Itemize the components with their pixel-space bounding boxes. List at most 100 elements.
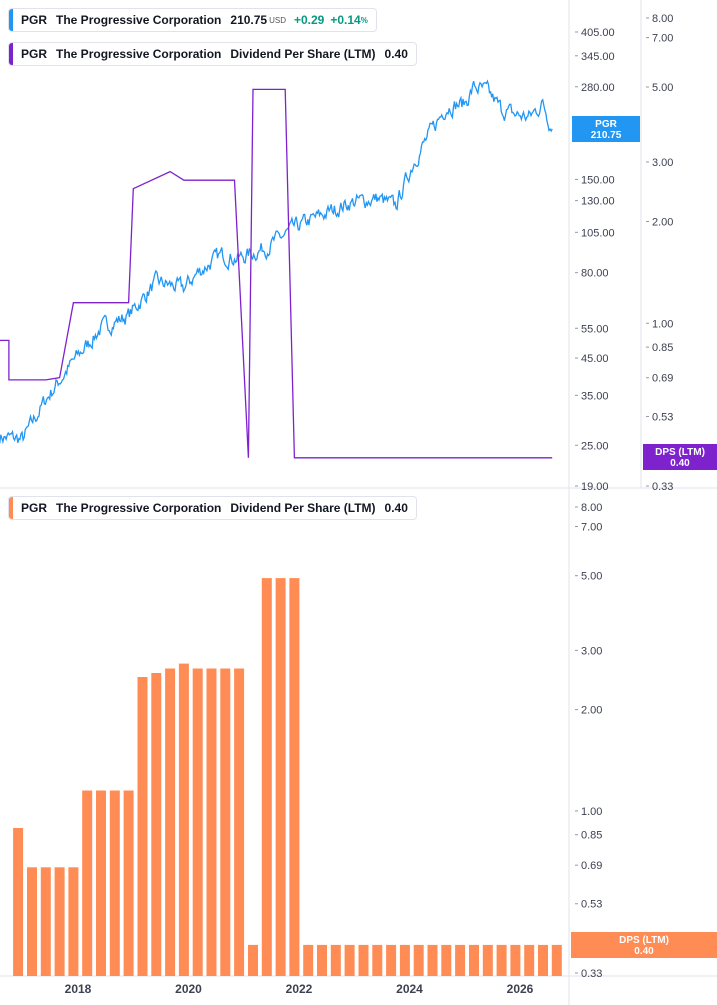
price-legend-swatch bbox=[9, 9, 13, 31]
dps-bar-tag bbox=[571, 932, 717, 958]
price-tag-label: PGR bbox=[595, 119, 617, 130]
price-axis-tick: 35.00 bbox=[581, 390, 609, 402]
dps-bars-layer bbox=[13, 578, 562, 976]
dps-bar bbox=[40, 867, 51, 976]
bar-axis-tick: 3.00 bbox=[581, 645, 602, 657]
bar-axis-tick: 5.00 bbox=[581, 571, 602, 583]
price-tag-value: 210.75 bbox=[591, 130, 622, 141]
dps-line-legend-swatch bbox=[9, 43, 13, 65]
dps-line-layer bbox=[0, 88, 553, 459]
price-legend[interactable]: PGR The Progressive Corporation 210.75 U… bbox=[8, 8, 377, 32]
dps-bar-legend-metric: Dividend Per Share (LTM) bbox=[230, 501, 376, 515]
dps-bar bbox=[344, 944, 355, 976]
dps-bar-legend-value: 0.40 bbox=[384, 501, 408, 515]
dps-bar-legend-swatch bbox=[9, 497, 13, 519]
dps-bar-tag-label: DPS (LTM) bbox=[619, 935, 669, 946]
price-legend-ticker: PGR bbox=[21, 13, 48, 27]
dps-bar bbox=[399, 944, 410, 976]
dps-bar bbox=[82, 790, 93, 976]
dps-line-tag-value: 0.40 bbox=[670, 458, 690, 469]
dps-line bbox=[0, 88, 553, 459]
dps-axis-tick: 8.00 bbox=[652, 13, 673, 25]
dps-bar bbox=[372, 944, 383, 976]
price-axis-tick: 150.00 bbox=[581, 174, 615, 186]
dps-line-legend-ticker: PGR bbox=[21, 47, 48, 61]
time-axis-tick: 2020 bbox=[175, 982, 202, 996]
dps-bar bbox=[317, 944, 327, 976]
price-legend-price: 210.75 bbox=[230, 13, 268, 27]
price-axis-tick: 80.00 bbox=[581, 268, 609, 280]
dps-bar bbox=[137, 677, 148, 976]
bar-axis-tick: 7.00 bbox=[581, 522, 602, 534]
dps-bar bbox=[330, 944, 341, 976]
axes-layer: 405.00 345.00 280.00 150.00 130.00 105.00 80.0… bbox=[65, 13, 674, 996]
dps-bar bbox=[496, 944, 507, 976]
price-axis-tick: 25.00 bbox=[581, 440, 609, 452]
price-line bbox=[0, 79, 553, 445]
dps-bar-legend-ticker: PGR bbox=[21, 501, 48, 515]
dps-line-legend-name: The Progressive Corporation bbox=[56, 47, 222, 61]
dps-bar bbox=[151, 673, 162, 976]
bar-axis-tick: 0.53 bbox=[581, 899, 602, 911]
dps-line-legend[interactable]: PGR The Progressive Corporation Dividend… bbox=[8, 42, 417, 66]
dps-bar bbox=[123, 790, 134, 976]
dps-bar bbox=[248, 944, 258, 976]
dps-bar bbox=[551, 944, 562, 976]
dps-bar bbox=[427, 944, 438, 976]
price-axis-tick: 19.00 bbox=[581, 481, 609, 493]
price-axis-tick: 405.00 bbox=[581, 27, 615, 39]
dps-bar bbox=[275, 578, 286, 976]
time-axis-tick: 2024 bbox=[396, 982, 423, 996]
price-series-layer bbox=[0, 79, 553, 445]
bar-axis-tick: 8.00 bbox=[581, 502, 602, 514]
dps-bar bbox=[441, 944, 452, 976]
bar-axis-tick: 0.85 bbox=[581, 830, 602, 842]
price-axis-tick: 55.00 bbox=[581, 323, 609, 335]
price-legend-name: The Progressive Corporation bbox=[56, 13, 222, 27]
dps-axis-tick: 0.53 bbox=[652, 411, 673, 423]
dps-bar bbox=[482, 944, 493, 976]
dps-bar bbox=[524, 944, 535, 976]
bar-axis-tick: 0.69 bbox=[581, 860, 602, 872]
dps-bar-legend[interactable]: PGR The Progressive Corporation Dividend… bbox=[8, 496, 417, 520]
dps-bar bbox=[109, 790, 120, 976]
dps-bar bbox=[413, 944, 424, 976]
dps-line-legend-metric: Dividend Per Share (LTM) bbox=[230, 47, 376, 61]
dps-bar bbox=[192, 668, 203, 976]
dps-line-tag bbox=[643, 444, 717, 470]
dps-bar bbox=[358, 944, 369, 976]
dps-bar bbox=[538, 944, 548, 976]
dps-bar bbox=[96, 790, 106, 976]
bar-axis-tick: 0.33 bbox=[581, 968, 602, 980]
dps-bar bbox=[261, 578, 272, 976]
dps-bar bbox=[27, 867, 37, 976]
price-axis-tick: 345.00 bbox=[581, 51, 615, 63]
price-axis-tick: 105.00 bbox=[581, 227, 615, 239]
dps-bar bbox=[469, 944, 479, 976]
dps-line-legend-value: 0.40 bbox=[384, 47, 408, 61]
dps-axis-tick: 0.85 bbox=[652, 342, 673, 354]
dps-bar bbox=[178, 663, 189, 976]
dps-line-tag-label: DPS (LTM) bbox=[655, 447, 705, 458]
bar-axis-tick: 1.00 bbox=[581, 806, 602, 818]
price-legend-change-pct: +0.14 bbox=[330, 13, 361, 27]
price-axis-tick: 45.00 bbox=[581, 353, 609, 365]
dps-axis-tick: 1.00 bbox=[652, 318, 673, 330]
dps-axis-tick: 2.00 bbox=[652, 217, 673, 229]
dps-bar bbox=[455, 944, 466, 976]
dps-bar bbox=[54, 867, 65, 976]
dps-bar bbox=[206, 668, 217, 976]
dps-bar bbox=[220, 668, 231, 976]
time-axis-tick: 2026 bbox=[507, 982, 534, 996]
price-legend-change: +0.29 bbox=[293, 13, 325, 27]
dps-axis-tick: 0.33 bbox=[652, 481, 673, 493]
dps-bar bbox=[165, 668, 176, 976]
dps-axis-tick: 5.00 bbox=[652, 82, 673, 94]
dps-bar bbox=[289, 578, 300, 976]
price-axis-tick: 280.00 bbox=[581, 82, 615, 94]
dps-bar bbox=[386, 944, 397, 976]
time-axis-tick: 2022 bbox=[286, 982, 313, 996]
dps-bar bbox=[303, 944, 314, 976]
dps-bar bbox=[68, 867, 79, 976]
